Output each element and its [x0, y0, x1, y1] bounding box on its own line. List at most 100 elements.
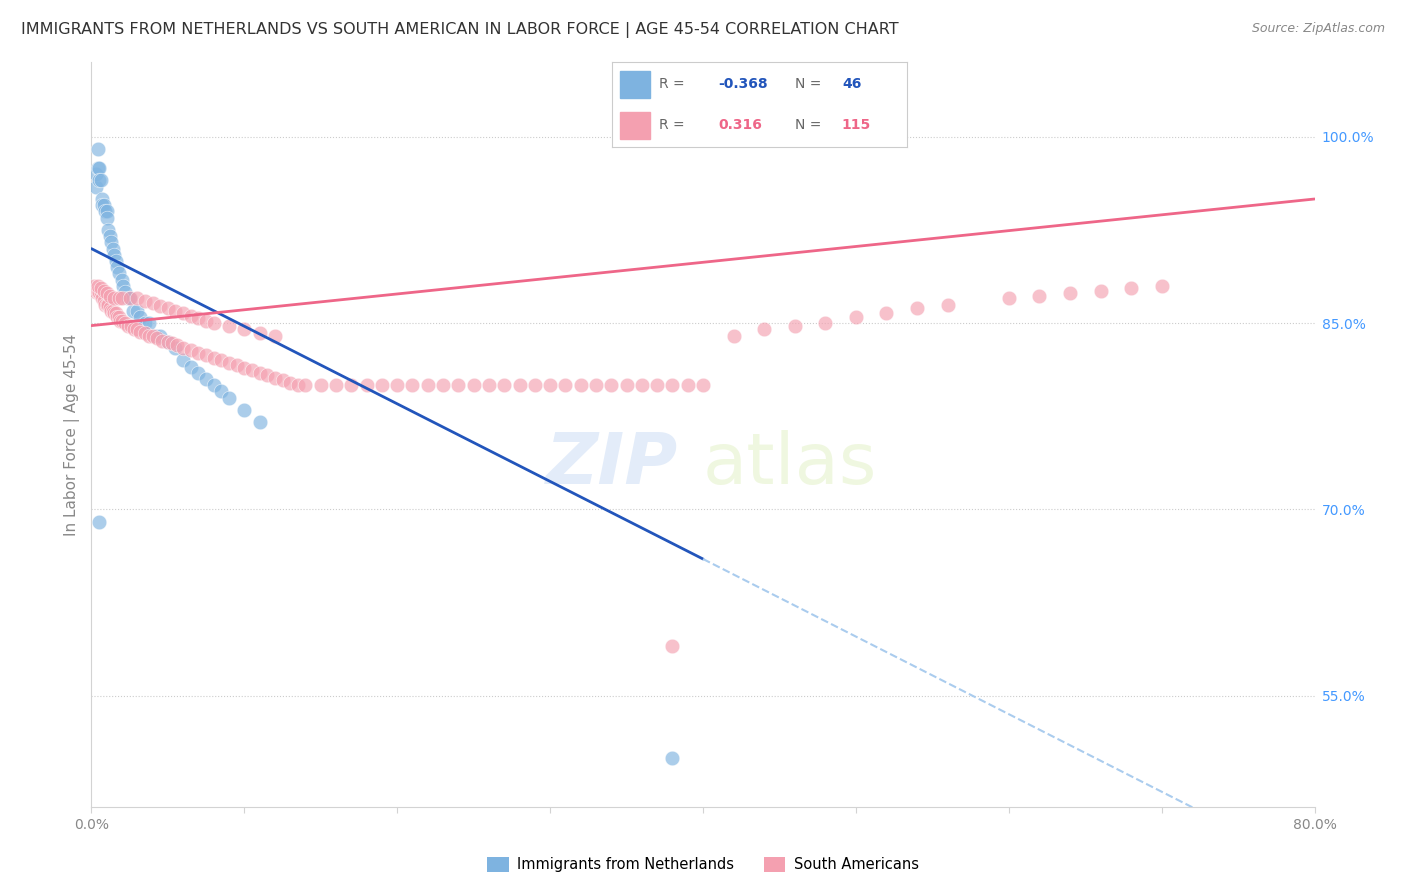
Point — [309, 378, 332, 392]
Point — [180, 309, 202, 323]
Point — [87, 515, 110, 529]
Point — [104, 306, 127, 320]
Point — [91, 192, 114, 206]
Point — [225, 359, 247, 373]
Point — [233, 360, 256, 375]
Point — [90, 285, 112, 299]
Point — [385, 378, 409, 392]
Text: 115: 115 — [842, 118, 872, 132]
Point — [165, 303, 187, 318]
Point — [86, 278, 108, 293]
Point — [129, 325, 152, 339]
Point — [149, 328, 172, 343]
Point — [90, 173, 112, 187]
Text: IMMIGRANTS FROM NETHERLANDS VS SOUTH AMERICAN IN LABOR FORCE | AGE 45-54 CORRELA: IMMIGRANTS FROM NETHERLANDS VS SOUTH AME… — [21, 22, 898, 38]
Point — [478, 378, 501, 392]
Y-axis label: In Labor Force | Age 45-54: In Labor Force | Age 45-54 — [65, 334, 80, 536]
Point — [94, 297, 117, 311]
Point — [264, 370, 287, 384]
Point — [91, 198, 114, 212]
Point — [150, 334, 173, 348]
Point — [90, 281, 112, 295]
Point — [463, 378, 485, 392]
Point — [676, 378, 699, 392]
Point — [87, 173, 110, 187]
Point — [87, 161, 110, 175]
Point — [127, 291, 149, 305]
Point — [1090, 284, 1112, 298]
Point — [84, 285, 107, 299]
Text: atlas: atlas — [703, 430, 877, 500]
Point — [180, 343, 202, 358]
Point — [141, 328, 163, 343]
Point — [356, 378, 378, 392]
Point — [97, 297, 120, 311]
Point — [218, 391, 240, 405]
Point — [218, 318, 240, 333]
Point — [249, 366, 271, 380]
Point — [187, 346, 209, 360]
Point — [86, 142, 108, 156]
Point — [156, 334, 179, 349]
Point — [202, 351, 225, 365]
Point — [84, 167, 107, 181]
Point — [162, 336, 184, 351]
Point — [129, 310, 152, 324]
Point — [249, 326, 271, 340]
Point — [117, 291, 139, 305]
Point — [936, 297, 959, 311]
Point — [98, 229, 121, 244]
Point — [127, 322, 149, 336]
Point — [120, 318, 142, 333]
Point — [233, 322, 256, 336]
Point — [103, 306, 125, 320]
Point — [134, 293, 156, 308]
Point — [1121, 281, 1143, 295]
Point — [138, 316, 160, 330]
Point — [249, 416, 271, 430]
Point — [661, 639, 683, 653]
Point — [108, 267, 131, 281]
Point — [149, 299, 172, 313]
Point — [569, 378, 592, 392]
Point — [172, 341, 194, 355]
Point — [114, 285, 136, 299]
Point — [401, 378, 423, 392]
Point — [94, 204, 117, 219]
Point — [108, 310, 131, 324]
Point — [1150, 278, 1173, 293]
Text: Source: ZipAtlas.com: Source: ZipAtlas.com — [1251, 22, 1385, 36]
Point — [96, 297, 118, 311]
Point — [91, 291, 114, 305]
Point — [271, 373, 294, 387]
Point — [98, 289, 121, 303]
Point — [93, 293, 115, 308]
Point — [195, 313, 218, 327]
Point — [218, 356, 240, 370]
Point — [121, 303, 143, 318]
Point — [661, 378, 683, 392]
Point — [783, 318, 806, 333]
Point — [165, 341, 187, 355]
Point — [554, 378, 576, 392]
Point — [156, 301, 179, 316]
Point — [172, 353, 194, 368]
Point — [108, 291, 131, 305]
Point — [195, 372, 218, 386]
Point — [96, 211, 118, 225]
Point — [87, 285, 110, 299]
Point — [93, 198, 115, 212]
Point — [256, 368, 278, 383]
Point — [146, 331, 169, 345]
Point — [509, 378, 531, 392]
Point — [134, 316, 156, 330]
Point — [905, 301, 928, 316]
Legend: Immigrants from Netherlands, South Americans: Immigrants from Netherlands, South Ameri… — [481, 851, 925, 879]
Point — [103, 248, 125, 262]
Point — [432, 378, 454, 392]
Point — [692, 378, 714, 392]
Point — [754, 322, 776, 336]
Point — [645, 378, 668, 392]
Point — [209, 384, 232, 399]
Point — [101, 242, 124, 256]
